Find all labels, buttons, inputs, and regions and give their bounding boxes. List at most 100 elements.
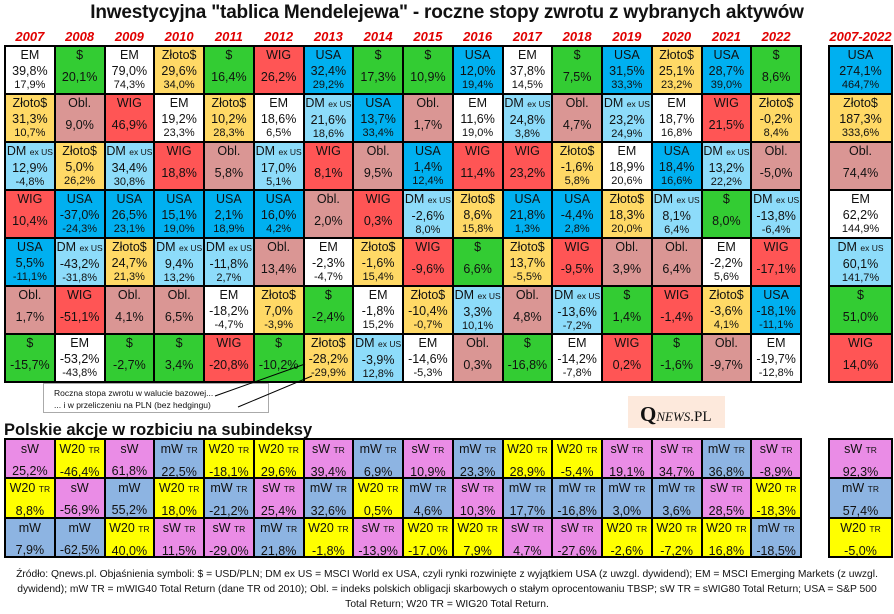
return-cell: W20 TR -17,0% [404, 518, 452, 556]
return-cell: WIG 0,3% [354, 191, 402, 237]
asset-label: W20 TR [208, 442, 250, 456]
asset-label: mW TR [707, 442, 745, 456]
return-cell: Złoto$ -3,6% 4,1% [702, 287, 751, 333]
return-cell: $1,4% [603, 287, 651, 333]
return-value: 12,0% [459, 64, 496, 78]
asset-label: EM [219, 288, 239, 302]
return-cell: USA 16,0% 4,2% [254, 191, 303, 237]
return-cell: WIG 21,5% [702, 95, 751, 141]
asset-label: USA [847, 48, 874, 62]
asset-label: $ [772, 48, 780, 62]
return-value: 3,4% [164, 358, 194, 372]
asset-label: sW TR [660, 442, 694, 456]
return-cell: sW TR 39,4% [304, 440, 353, 478]
return-cell: USA 18,4% 16,6% [652, 143, 701, 189]
return-value: 32,4% [310, 64, 347, 78]
return-cell: W20 TR 0,5% [354, 479, 402, 517]
return-value-pln: 13,2% [163, 272, 195, 284]
return-value: -18,2% [209, 304, 249, 318]
return-cell: EM 18,9% 20,6% [603, 143, 651, 189]
asset-label: DM ex US [56, 240, 103, 254]
return-cell: $ -10,2% [254, 335, 303, 381]
asset-label: Złoto$ [112, 240, 147, 254]
return-cell: W20 TR 16,8% [702, 518, 751, 556]
asset-label: WIG [713, 96, 739, 110]
return-cell: $7,5% [553, 47, 601, 93]
return-value-pln: 23,2% [661, 79, 693, 91]
return-value: 18,6% [260, 112, 297, 126]
return-value-pln: -43,8% [62, 367, 98, 379]
return-value: 14,0% [842, 358, 879, 372]
asset-label: Złoto$ [161, 48, 197, 62]
return-value-pln: 8,0% [415, 224, 441, 236]
asset-label: WIG [763, 240, 789, 254]
return-value: 7,5% [562, 70, 592, 84]
asset-label: W20 TR [407, 520, 449, 535]
asset-label: USA [464, 48, 491, 62]
asset-label: DM ex US [205, 240, 252, 254]
return-value-pln: 23,1% [113, 223, 145, 235]
return-cell: EM -2,3% -4,7% [304, 239, 353, 285]
return-value: -1,6% [660, 358, 693, 372]
year-label: 2010 [164, 29, 194, 44]
return-cell: $3,4% [155, 335, 203, 381]
return-cell: WIG 26,2% [254, 47, 303, 93]
return-value-pln: -7,8% [562, 367, 592, 379]
return-cell: sW -56,9% [55, 479, 104, 517]
return-cell: sW TR -8,9% [752, 440, 800, 478]
return-cell: USA 31,5% 33,3% [603, 47, 651, 93]
return-value: 26,5% [111, 208, 148, 222]
return-value: 16,8% [708, 543, 745, 556]
return-cell: mW 55,2% [105, 479, 154, 517]
return-value: 29,6% [161, 64, 197, 78]
asset-label: mW [68, 520, 91, 535]
return-cell: Obl. 6,5% [155, 287, 203, 333]
asset-label: mW TR [658, 481, 696, 496]
annotation-pln: ... i w przeliczeniu na PLN (bez hedging… [54, 400, 211, 410]
return-cell: WIG 11,4% [453, 143, 502, 189]
return-cell: DM ex US 17,0% 5,1% [254, 143, 303, 189]
return-value: 4,7% [513, 543, 542, 556]
return-value: 15,1% [161, 208, 197, 222]
return-value-pln: 14,5% [511, 79, 543, 91]
return-cell: $8,0% [702, 191, 751, 237]
return-value: 24,7% [111, 256, 148, 270]
asset-label: $ [573, 48, 581, 62]
return-value: 23,3% [459, 465, 496, 478]
return-value: 25,4% [260, 504, 297, 517]
return-cell: EM 11,6% 19,0% [453, 95, 502, 141]
return-value-pln: 39,0% [710, 79, 742, 91]
return-value: 6,4% [662, 262, 691, 276]
return-value: 8,8% [15, 504, 45, 517]
return-cell: sW TR -27,6% [553, 518, 601, 556]
asset-label: Obl. [764, 144, 788, 158]
return-value: 0,2% [612, 358, 642, 372]
asset-label: Złoto$ [510, 240, 545, 254]
return-cell: DM ex US 60,1% 141,7% [830, 239, 891, 285]
return-value: -0,2% [759, 112, 793, 126]
asset-label: Złoto$ [559, 144, 595, 158]
return-value-pln: 2,7% [216, 272, 242, 284]
return-cell: Obl. -5,0% [752, 143, 800, 189]
asset-label: sW TR [709, 481, 743, 496]
return-value: 1,7% [15, 310, 45, 324]
return-value: 4,1% [115, 310, 144, 324]
return-value: 10,3% [459, 504, 496, 517]
asset-label: Złoto$ [261, 288, 296, 302]
return-value-pln: 29,2% [312, 79, 344, 91]
asset-label: W20 TR [507, 442, 548, 456]
return-value: -13,6% [557, 305, 597, 319]
asset-label: Obl. [515, 288, 539, 302]
return-cell: EM -14,6% -5,3% [404, 335, 452, 381]
return-value: -2,6% [610, 543, 644, 556]
return-value: 13,2% [708, 161, 745, 175]
return-cell: EM -14,2% -7,8% [553, 335, 601, 381]
return-value-pln: -12,8% [758, 367, 794, 379]
return-cell: $ -1,6% [652, 335, 701, 381]
asset-label: mW TR [757, 520, 795, 535]
return-value-pln: 24,9% [611, 128, 643, 140]
return-cell: sW TR 11,5% [155, 518, 203, 556]
asset-label: $ [623, 288, 631, 302]
return-value: -11,8% [209, 257, 249, 271]
return-cell: $51,0% [830, 287, 891, 333]
